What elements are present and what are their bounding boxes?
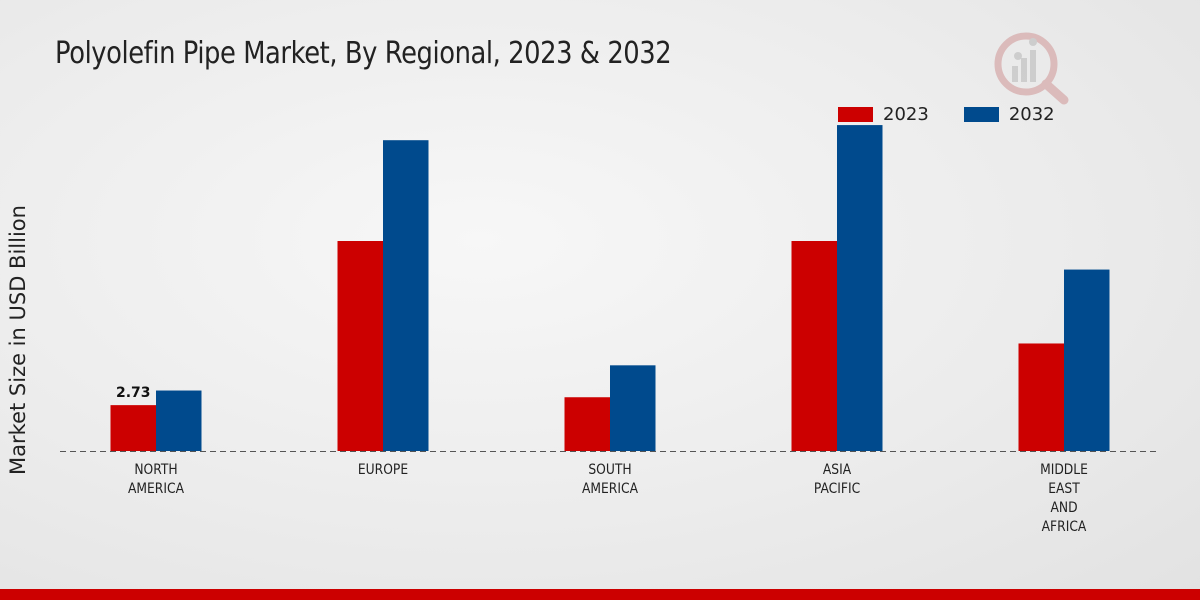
x-tick-label-europe: EUROPE (358, 462, 408, 478)
legend-item-2032: 2032 (963, 104, 1055, 125)
x-tick-label-line: SOUTH (588, 462, 631, 478)
legend-label-2032: 2032 (1008, 104, 1055, 125)
x-tick-label-line: AND (1050, 500, 1077, 516)
bar-2023-north-america (110, 405, 156, 451)
x-tick-label-asia-pacific: ASIA PACIFIC (814, 462, 860, 497)
x-tick-label-line: AFRICA (1042, 519, 1087, 535)
bar-2023-middle-east-and-africa (1018, 343, 1064, 451)
x-tick-label-middle-east-and-africa: MIDDLE EAST AND AFRICA (1040, 462, 1088, 535)
x-tick-label-line: PACIFIC (814, 481, 860, 497)
x-tick-label-north-america: NORTH AMERICA (128, 462, 184, 497)
legend-label-2023: 2023 (883, 104, 929, 125)
data-label-2023-0: 2.73 (116, 385, 151, 401)
legend: 2023 2032 (838, 104, 1090, 125)
chart-title: Polyolefin Pipe Market, By Regional, 202… (55, 36, 672, 71)
bar-2023-south-america (564, 397, 610, 451)
x-tick-label-line: EAST (1048, 481, 1080, 497)
legend-swatch-2023 (838, 107, 873, 122)
brand-logo-icon (994, 32, 1069, 105)
bar-2032-europe (383, 140, 429, 451)
x-tick-label-line: MIDDLE (1040, 462, 1088, 478)
x-tick-label-line: EUROPE (358, 462, 408, 478)
bar-2032-middle-east-and-africa (1064, 269, 1110, 451)
bottom-accent-bar (0, 589, 1200, 600)
legend-item-2023: 2023 (838, 104, 929, 125)
bar-2032-asia-pacific (837, 125, 883, 451)
x-tick-label-line: ASIA (823, 462, 851, 478)
x-tick-label-line: AMERICA (128, 481, 184, 497)
x-tick-label-line: AMERICA (582, 481, 638, 497)
bar-2023-asia-pacific (791, 241, 837, 451)
bar-2032-north-america (156, 390, 202, 451)
bar-2023-europe (337, 241, 383, 451)
x-tick-label-south-america: SOUTH AMERICA (582, 462, 638, 497)
x-tick-label-line: NORTH (134, 462, 177, 478)
legend-swatch-2032 (963, 107, 999, 122)
bar-2032-south-america (610, 365, 656, 451)
